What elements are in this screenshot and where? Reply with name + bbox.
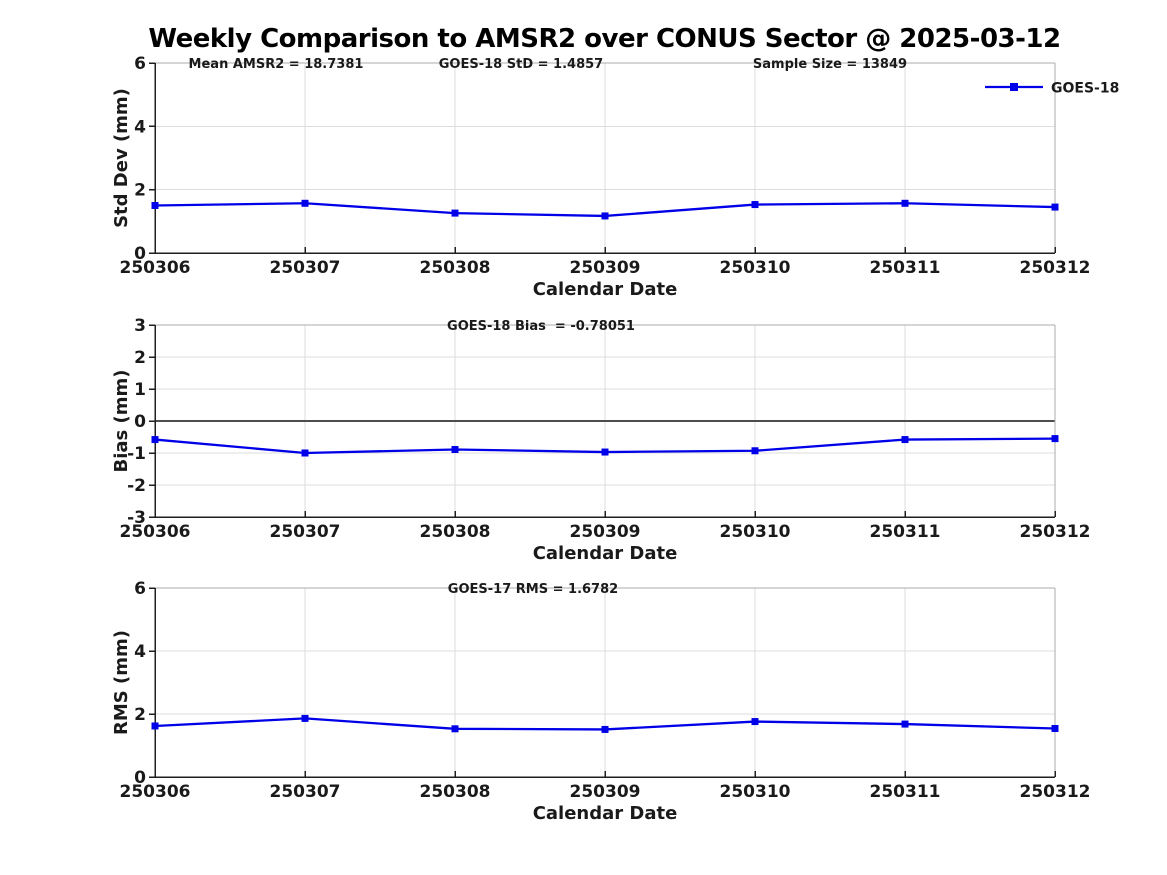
stat-annotation: GOES-18 StD = 1.4857 [439,57,603,72]
data-point-marker [451,725,459,733]
y-tick-label: 2 [134,705,146,725]
y-tick-label: 0 [134,244,146,264]
chart-bias: -3 -2 -1 0 1 2 3 250306 250307 250308 250309 250310… [111,316,1090,564]
x-tick-label: 250311 [870,258,941,278]
stat-annotation: GOES-17 RMS = 1.6782 [448,582,618,597]
figure-title: Weekly Comparison to AMSR2 over CONUS Se… [148,24,1061,54]
data-point-marker [151,202,159,209]
chart-rms: 0 2 4 6 250306 250307 250308 250309 250310 250311… [111,579,1090,824]
x-tick-label: 250310 [720,522,791,542]
data-point-marker [601,725,609,733]
y-tick-label: 4 [134,642,146,662]
data-point-marker [901,436,909,444]
x-tick-label: 250310 [720,258,791,278]
y-tick-label: 0 [134,412,146,432]
x-tick-label: 250306 [120,522,191,542]
x-tick-label: 250307 [270,258,341,278]
y-tick-label: 0 [134,768,146,788]
data-point-marker [751,447,759,455]
x-tick-label: 250309 [570,782,641,802]
x-tick-label: 250307 [270,782,341,802]
y-tick-label: 2 [134,181,146,201]
data-point-marker [601,212,609,220]
x-axis-label: Calendar Date [533,279,678,300]
chart-std-dev: 0 2 4 6 250306 250307 250308 250309 250310 250311… [111,54,1119,300]
data-point-marker [301,714,309,722]
data-point-marker [301,199,309,207]
x-tick-label: 250311 [870,782,941,802]
x-axis-label: Calendar Date [533,803,678,824]
legend: GOES-18 [985,81,1119,97]
x-tick-label: 250308 [420,782,491,802]
y-tick-label: 2 [134,348,146,368]
x-tick-label: 250310 [720,782,791,802]
data-point-marker [1051,435,1059,443]
data-point-marker [751,718,759,726]
y-tick-label: 1 [134,380,146,400]
stat-annotation: GOES-18 Bias = -0.78051 [447,319,635,334]
x-tick-label: 250312 [1020,258,1091,278]
legend-label: GOES-18 [1051,81,1119,97]
y-tick-label: 4 [134,117,146,137]
stat-annotation: Sample Size = 13849 [753,57,907,72]
data-point-marker [451,445,459,453]
x-tick-label: 250308 [420,258,491,278]
x-tick-label: 250309 [570,522,641,542]
x-tick-label: 250311 [870,522,941,542]
x-tick-label: 250312 [1020,522,1091,542]
stat-annotation: Mean AMSR2 = 18.7381 [189,57,364,72]
data-point-marker [151,436,159,444]
legend-marker [1010,83,1018,91]
x-tick-label: 250308 [420,522,491,542]
data-point-marker [1051,203,1059,211]
y-tick-label: 6 [134,54,146,74]
data-point-marker [301,449,309,457]
data-point-marker [1051,724,1059,732]
data-point-marker [901,199,909,207]
data-point-marker [451,209,459,217]
data-point-marker [151,722,159,730]
y-axis-label: Bias (mm) [111,370,132,473]
y-tick-label: -3 [127,508,146,528]
y-tick-label: 3 [134,316,146,336]
data-point-marker [751,201,759,209]
y-axis-label: Std Dev (mm) [111,88,132,228]
y-tick-label: -2 [127,476,146,496]
data-point-marker [901,720,909,728]
y-axis-label: RMS (mm) [111,630,132,735]
data-point-marker [601,448,609,456]
x-tick-label: 250312 [1020,782,1091,802]
y-tick-label: 6 [134,579,146,599]
x-tick-label: 250306 [120,782,191,802]
x-tick-label: 250306 [120,258,191,278]
x-tick-label: 250307 [270,522,341,542]
x-axis-label: Calendar Date [533,543,678,564]
y-tick-label: -1 [127,444,146,464]
x-tick-label: 250309 [570,258,641,278]
